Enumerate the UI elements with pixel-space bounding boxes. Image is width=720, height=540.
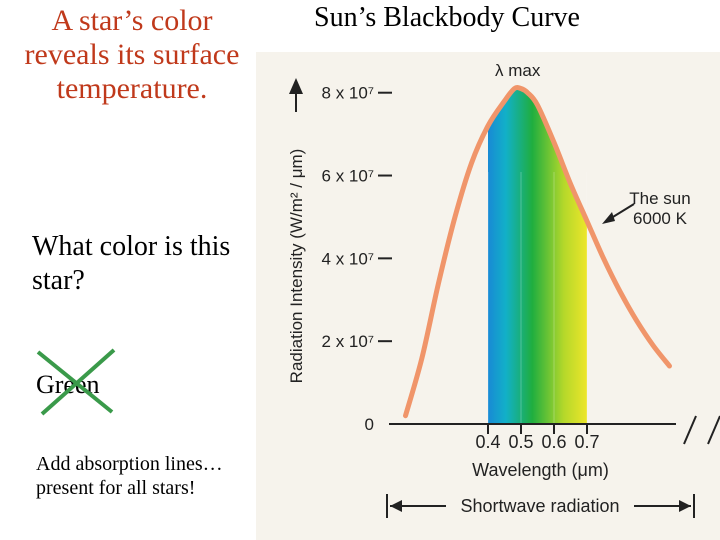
blackbody-curve xyxy=(403,84,672,419)
y-tick-label: 4 x 10⁷ xyxy=(322,249,374,268)
x-tick-label: 0.7 xyxy=(574,432,599,452)
slide-heading: A star’s color reveals its surface tempe… xyxy=(24,4,240,105)
y-axis-label: Radiation Intensity (W/m² / μm) xyxy=(287,149,306,384)
shortwave-range: Shortwave radiation xyxy=(386,494,695,518)
question-text: What color is this star? xyxy=(32,231,231,296)
absorption-note: Add absorption lines… present for all st… xyxy=(36,453,223,499)
lambda-max-label: λ max xyxy=(495,61,541,80)
y-tick-label: 2 x 10⁷ xyxy=(322,332,374,351)
y-tick-label: 8 x 10⁷ xyxy=(322,84,374,103)
arrow-right-icon xyxy=(679,500,691,512)
x-tick-label: 0.5 xyxy=(508,432,533,452)
crossed-answer: Green xyxy=(34,348,124,420)
shortwave-label: Shortwave radiation xyxy=(460,496,619,516)
axis-break-marks xyxy=(683,415,720,445)
x-axis-label: Wavelength (μm) xyxy=(472,460,609,480)
y-tick-label: 6 x 10⁷ xyxy=(322,167,374,186)
blackbody-chart: 0 2 x 10⁷ 4 x 10⁷ 6 x 10⁷ 8 x 10⁷ 0.4 0.5 0.6 0.… xyxy=(287,61,720,518)
x-tick-label: 0.6 xyxy=(541,432,566,452)
visible-spectrum-fill xyxy=(488,87,587,424)
chart-title: Sun’s Blackbody Curve xyxy=(314,2,580,33)
sun-label-line: 6000 K xyxy=(633,209,688,228)
cross-out-mark xyxy=(36,348,116,416)
arrow-icon xyxy=(602,212,615,224)
arrow-left-icon xyxy=(390,500,402,512)
y-axis-arrow-icon xyxy=(289,78,303,94)
chart-panel: 0 2 x 10⁷ 4 x 10⁷ 6 x 10⁷ 8 x 10⁷ 0.4 0.5 0.6 0.… xyxy=(256,52,720,540)
y-tick-label: 0 xyxy=(365,415,374,434)
sun-label-line: The sun xyxy=(629,189,690,208)
x-tick-label: 0.4 xyxy=(475,432,500,452)
